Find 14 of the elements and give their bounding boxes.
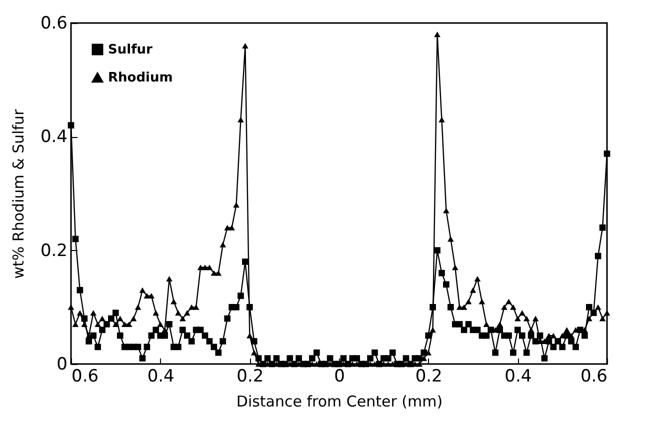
x-tick-label: 0.4 — [147, 366, 174, 386]
y-tick-label: 0.2 — [40, 240, 68, 261]
y-tick-label: 0.4 — [40, 127, 68, 148]
x-tick-label: 0.2 — [236, 366, 264, 386]
y-axis-title: wt% Rhodium & Sulfur — [9, 108, 28, 279]
x-tick-label: 0.4 — [504, 366, 532, 386]
x-tick-label: 0.2 — [415, 366, 442, 386]
legend-label: Rhodium — [108, 70, 173, 86]
legend-label: Sulfur — [108, 42, 153, 58]
x-tick-label: 0 — [334, 366, 345, 386]
x-tick-label: 0.6 — [72, 366, 99, 386]
y-tick-label: 0.6 — [40, 14, 68, 34]
x-tick-label: 0.6 — [580, 366, 608, 386]
x-axis-title: Distance from Center (mm) — [236, 392, 443, 410]
